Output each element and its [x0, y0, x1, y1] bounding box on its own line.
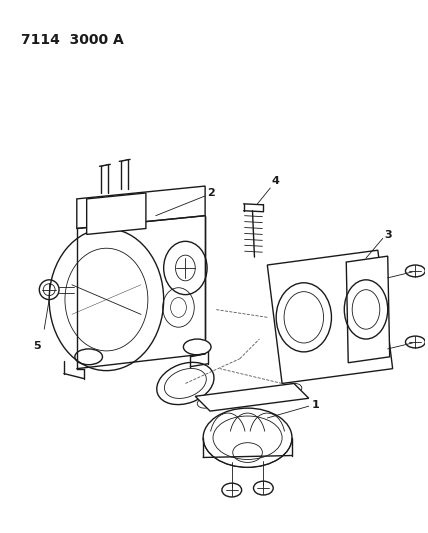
Text: 5: 5	[33, 341, 41, 351]
Text: 1: 1	[312, 400, 319, 410]
Text: 3: 3	[385, 230, 392, 240]
Polygon shape	[77, 186, 205, 229]
Polygon shape	[346, 256, 389, 363]
Text: 7114  3000 A: 7114 3000 A	[21, 33, 123, 47]
Polygon shape	[87, 193, 146, 235]
Polygon shape	[268, 250, 392, 383]
Text: 2: 2	[207, 188, 215, 198]
Polygon shape	[195, 383, 309, 411]
Text: 4: 4	[271, 176, 279, 186]
